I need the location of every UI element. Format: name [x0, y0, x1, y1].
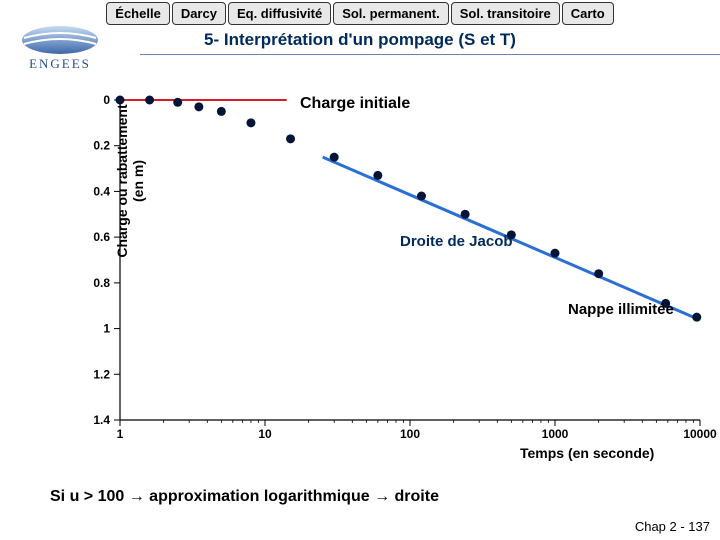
data-point — [173, 98, 182, 107]
x-tick-label: 10 — [258, 427, 272, 441]
bottom-note-part2: approximation logarithmique — [145, 488, 374, 505]
logo-text: ENGEES — [29, 56, 91, 71]
engees-logo: ENGEES — [10, 20, 110, 80]
page-number: Chap 2 - 137 — [635, 519, 710, 534]
data-point — [551, 249, 560, 258]
nav-darcy[interactable]: Darcy — [172, 2, 226, 25]
y-tick-label: 0.2 — [93, 139, 110, 153]
y-tick-label: 1.2 — [93, 367, 110, 381]
label-droite-jacob: Droite de Jacob — [400, 233, 513, 250]
bottom-note-part3: droite — [390, 488, 439, 505]
x-tick-label: 1000 — [542, 427, 569, 441]
y-axis-label-line2: (en m) — [130, 160, 146, 202]
chart: 0 0.2 0.4 0.6 0.8 1 1.2 1.4 1 10 100 1000 10000 Char… — [20, 75, 720, 455]
nav-carto[interactable]: Carto — [562, 2, 614, 25]
data-point — [461, 210, 470, 219]
y-tick-label: 1 — [103, 322, 110, 336]
data-point — [286, 134, 295, 143]
data-point — [373, 171, 382, 180]
nav-permanent[interactable]: Sol. permanent. — [333, 2, 449, 25]
data-point — [217, 107, 226, 116]
y-tick-label: 1.4 — [93, 413, 110, 427]
data-point — [246, 118, 255, 127]
data-point — [417, 192, 426, 201]
x-axis-label: Temps (en seconde) — [520, 445, 654, 461]
label-nappe-illimitee: Nappe illimitée — [568, 301, 674, 318]
y-axis-label: Charge ou rabattement (en m) — [114, 61, 146, 301]
y-tick-label: 0.8 — [93, 276, 110, 290]
title-underline — [140, 54, 720, 55]
data-point — [145, 96, 154, 105]
x-tick-label: 10000 — [683, 427, 717, 441]
y-tick-label: 0.4 — [93, 184, 110, 198]
y-axis-label-line1: Charge ou rabattement — [114, 104, 130, 257]
x-tick-label: 100 — [400, 427, 420, 441]
nav-transitoire[interactable]: Sol. transitoire — [451, 2, 560, 25]
page-title: 5- Interprétation d'un pompage (S et T) — [0, 30, 720, 50]
data-point — [330, 153, 339, 162]
data-point — [194, 102, 203, 111]
y-tick-label: 0.6 — [93, 230, 110, 244]
data-point — [692, 313, 701, 322]
nav-echelle[interactable]: Échelle — [106, 2, 170, 25]
y-tick-label: 0 — [103, 93, 110, 107]
data-point — [594, 269, 603, 278]
x-tick-label: 1 — [117, 427, 124, 441]
bottom-note: Si u > 100 → approximation logarithmique… — [50, 488, 439, 506]
nav-diffusivite[interactable]: Eq. diffusivité — [228, 2, 331, 25]
bottom-note-part1: Si u > 100 — [50, 488, 129, 505]
label-charge-initiale: Charge initiale — [300, 95, 410, 113]
